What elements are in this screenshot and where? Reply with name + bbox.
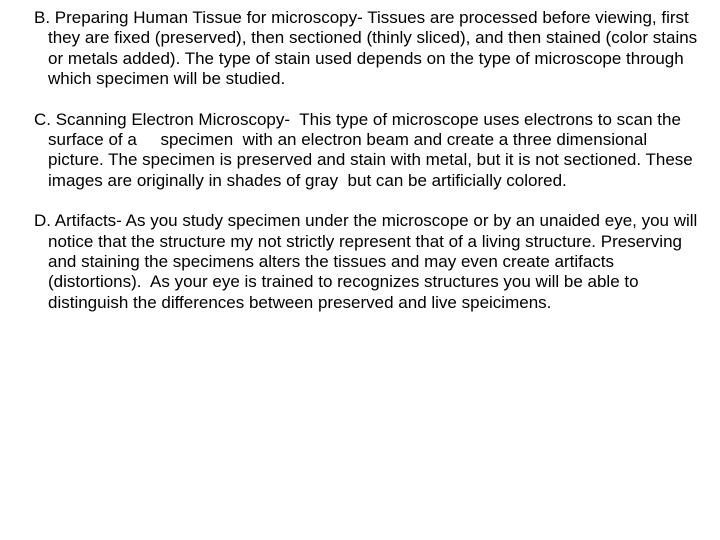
section-d: D. Artifacts- As you study specimen unde… xyxy=(20,211,700,313)
section-c: C. Scanning Electron Microscopy- This ty… xyxy=(20,110,700,192)
document-container: B. Preparing Human Tissue for microscopy… xyxy=(0,0,720,313)
section-b: B. Preparing Human Tissue for microscopy… xyxy=(20,8,700,90)
